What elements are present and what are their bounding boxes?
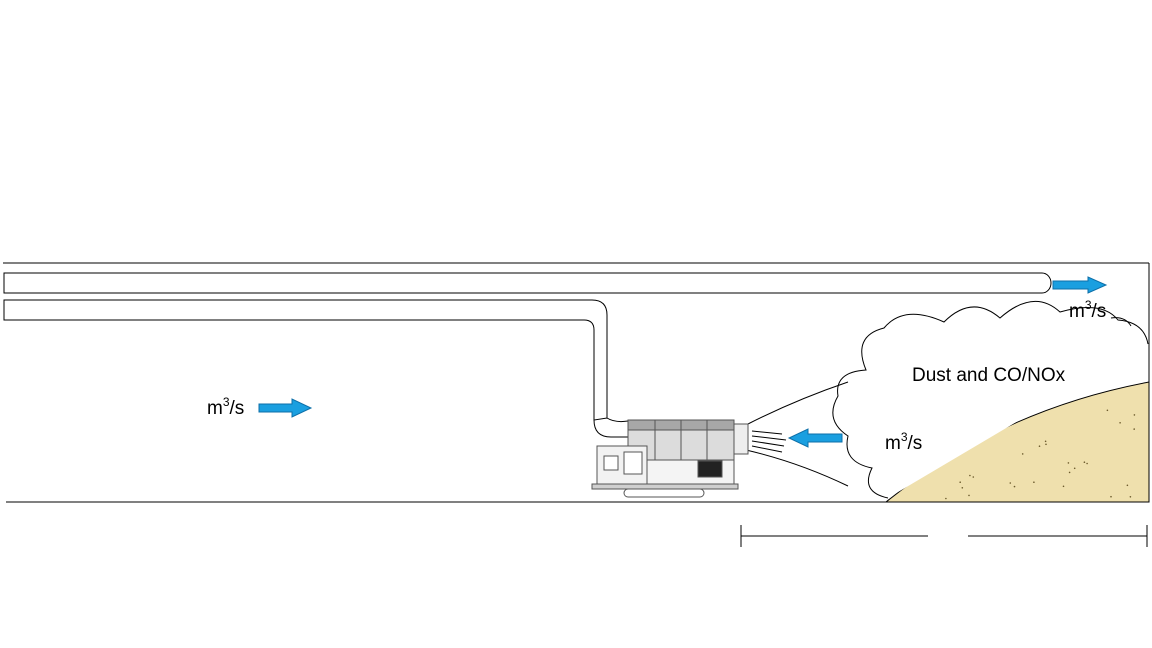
exhaust-duct <box>3 272 1052 294</box>
right-arrow-icon <box>1052 276 1108 294</box>
left-arrow-icon <box>787 428 843 448</box>
texture-dot <box>1129 496 1132 498</box>
texture-dot <box>1044 440 1047 443</box>
texture-dot <box>1067 462 1070 464</box>
texture-dot <box>1119 422 1121 424</box>
texture-dot <box>961 487 964 489</box>
texture-dot <box>1038 445 1041 448</box>
texture-dot <box>1126 484 1129 487</box>
texture-dot <box>1021 453 1024 455</box>
texture-dot <box>1009 482 1012 484</box>
texture-dot <box>1045 443 1047 446</box>
texture-dot <box>1110 495 1112 498</box>
texture-dot <box>1068 471 1071 474</box>
texture-dot <box>1086 462 1088 465</box>
texture-dot <box>1133 414 1136 416</box>
texture-dot <box>1073 467 1076 470</box>
texture-dot <box>1083 461 1086 464</box>
texture-dot <box>1033 481 1035 484</box>
dust-cloud <box>832 300 1149 499</box>
exhaust-flow-label: m3/s <box>1069 298 1106 322</box>
right-arrow-icon <box>258 398 313 418</box>
cloud-wisp <box>1110 317 1132 327</box>
supply-flow-label: m3/s <box>207 395 244 419</box>
distance-dimension <box>740 525 1148 547</box>
texture-dot <box>1013 485 1016 488</box>
scrubber-machine <box>591 419 749 498</box>
texture-dot <box>959 481 961 484</box>
texture-dot <box>969 474 971 477</box>
intake-flow-label: m3/s <box>885 430 922 454</box>
muck-pile-texture <box>945 409 1136 500</box>
texture-dot <box>1133 428 1135 430</box>
intake-airflow-lines <box>745 381 849 487</box>
supply-duct <box>3 299 608 421</box>
texture-dot <box>1106 409 1109 412</box>
texture-dot <box>945 497 947 500</box>
dust-cloud-label: Dust and CO/NOx <box>912 365 1066 386</box>
texture-dot <box>1062 485 1065 488</box>
texture-dot <box>968 494 970 497</box>
texture-dot <box>972 476 975 478</box>
duct-elbow <box>593 417 629 438</box>
